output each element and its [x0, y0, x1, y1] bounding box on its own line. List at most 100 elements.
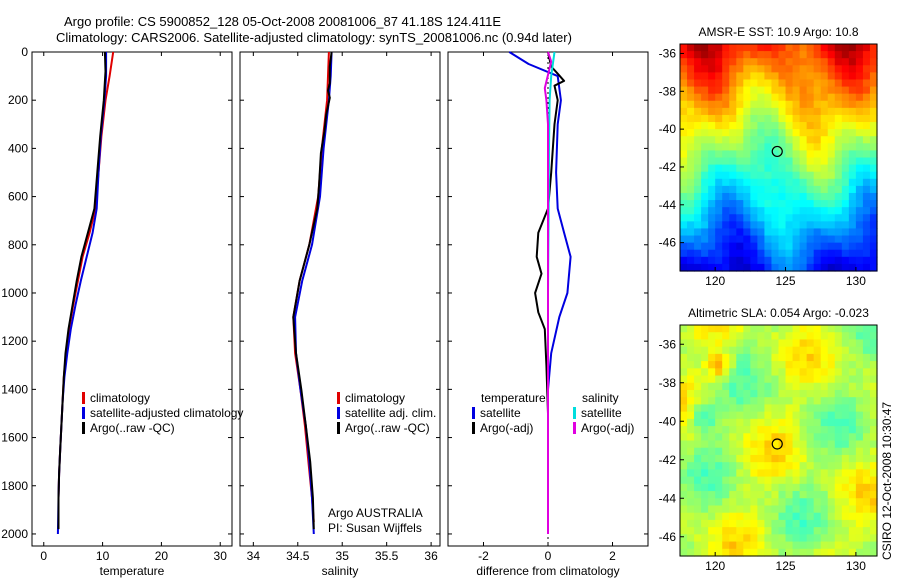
- heatmap-cell: [771, 44, 780, 52]
- heatmap-cell: [848, 346, 857, 355]
- y-tick-label: 2000: [1, 527, 28, 541]
- heatmap-cell: [680, 51, 688, 59]
- heatmap-cell: [750, 491, 758, 499]
- heatmap-cell: [785, 114, 794, 123]
- heatmap-cell: [771, 469, 780, 478]
- heatmap-cell: [785, 397, 794, 406]
- heatmap-cell: [680, 491, 688, 499]
- heatmap-cell: [764, 534, 773, 543]
- heatmap-cell: [813, 346, 822, 355]
- heatmap-cell: [869, 136, 878, 144]
- heatmap-cell: [722, 107, 730, 116]
- heatmap-cell: [687, 136, 695, 144]
- heatmap-cell: [792, 100, 801, 109]
- heatmap-cell: [771, 122, 780, 130]
- heatmap-cell: [708, 72, 716, 81]
- heatmap-cell: [792, 382, 801, 391]
- heatmap-cell: [813, 171, 822, 180]
- heatmap-cell: [694, 100, 702, 109]
- heatmap-cell: [680, 44, 688, 52]
- heatmap-cell: [806, 221, 815, 230]
- heatmap-cell: [799, 440, 808, 449]
- heatmap-cell: [869, 164, 878, 173]
- heatmap-cell: [778, 534, 787, 543]
- y-tick-label: 400: [8, 141, 28, 155]
- heatmap-cell: [694, 122, 702, 130]
- heatmap-cell: [764, 505, 773, 514]
- heatmap-cell: [806, 397, 815, 406]
- heatmap-cell: [827, 207, 836, 215]
- heatmap-cell: [834, 185, 843, 194]
- heatmap-cell: [680, 65, 688, 73]
- heatmap-cell: [743, 136, 751, 144]
- heatmap-cell: [841, 440, 850, 449]
- heatmap-cell: [757, 505, 766, 514]
- heatmap-cell: [862, 346, 871, 355]
- heatmap-cell: [736, 411, 744, 420]
- heatmap-cell: [806, 462, 815, 470]
- heatmap-cell: [827, 426, 836, 434]
- heatmap-cell: [694, 440, 702, 449]
- heatmap-cell: [855, 107, 864, 116]
- heatmap-cell: [869, 519, 878, 528]
- heatmap-cell: [729, 171, 737, 180]
- heatmap-cell: [701, 171, 709, 180]
- heatmap-cell: [764, 51, 773, 59]
- heatmap-cells-1: [680, 325, 878, 557]
- heatmap-cell: [680, 129, 688, 137]
- heatmap-cell: [771, 498, 780, 507]
- heatmap-cell: [701, 433, 709, 442]
- heatmap-cell: [687, 185, 695, 194]
- heatmap-cell: [855, 235, 864, 244]
- heatmap-cell: [855, 418, 864, 427]
- heatmap-cell: [848, 339, 857, 348]
- heatmap-cell: [729, 164, 737, 173]
- heatmap-cell: [722, 368, 730, 377]
- heatmap-cell: [820, 129, 829, 137]
- heatmap-cell: [750, 339, 758, 348]
- heatmap-cell: [834, 332, 843, 341]
- heatmap-cell: [764, 382, 773, 391]
- heatmap-cell: [792, 122, 801, 130]
- map-y-tick-label: -42: [659, 160, 677, 174]
- heatmap-cell: [715, 129, 723, 137]
- heatmap-cell: [855, 498, 864, 507]
- heatmap-cell: [750, 426, 758, 434]
- heatmap-cell: [862, 361, 871, 369]
- heatmap-cell: [806, 346, 815, 355]
- heatmap-cell: [841, 100, 850, 109]
- heatmap-cell: [820, 263, 829, 272]
- heatmap-cell: [687, 404, 695, 413]
- heatmap-cell: [764, 418, 773, 427]
- heatmap-cell: [764, 361, 773, 369]
- heatmap-cell: [827, 361, 836, 369]
- heatmap-cell: [701, 404, 709, 413]
- heatmap-cell: [813, 469, 822, 478]
- heatmap-cell: [827, 353, 836, 362]
- heatmap-cell: [750, 498, 758, 507]
- heatmap-cell: [827, 382, 836, 391]
- heatmap-cell: [778, 136, 787, 144]
- heatmap-cell: [855, 491, 864, 499]
- heatmap-cell: [687, 389, 695, 398]
- heatmap-cell: [750, 65, 758, 73]
- heatmap-cell: [813, 498, 822, 507]
- heatmap-cell: [806, 454, 815, 463]
- heatmap-cell: [869, 114, 878, 123]
- heatmap-cell: [785, 368, 794, 377]
- heatmap-cell: [813, 426, 822, 434]
- heatmap-cell: [757, 114, 766, 123]
- chart-title-line1: Argo profile: CS 5900852_128 05-Oct-2008…: [64, 14, 502, 29]
- heatmap-cell: [792, 249, 801, 258]
- legend-diff-sal-label: satellite: [581, 406, 622, 420]
- heatmap-cell: [687, 65, 695, 73]
- heatmap-cell: [729, 339, 737, 348]
- heatmap-cell: [792, 325, 801, 333]
- heatmap-cell: [862, 440, 871, 449]
- heatmap-cell: [715, 100, 723, 109]
- heatmap-cell: [687, 519, 695, 528]
- heatmap-cell: [834, 382, 843, 391]
- heatmap-cell: [708, 548, 716, 557]
- heatmap-cell: [736, 382, 744, 391]
- heatmap-cell: [687, 541, 695, 550]
